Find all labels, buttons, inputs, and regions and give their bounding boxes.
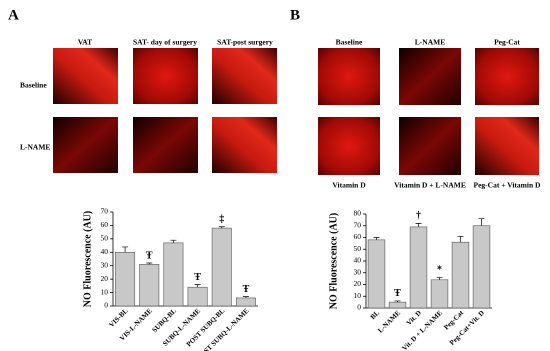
error-bar [478, 218, 485, 226]
error-bar [394, 300, 401, 303]
bar [211, 227, 232, 307]
bar [139, 264, 160, 307]
annotation: † [416, 211, 421, 222]
y-tick-label: 50 [101, 234, 109, 243]
column-label: SAT- day of surgery [133, 38, 197, 47]
y-tick-label: 0 [104, 301, 108, 310]
y-tick-label: 40 [101, 247, 109, 256]
error-bar [242, 296, 249, 298]
bar [187, 286, 208, 307]
error-bar [146, 262, 153, 265]
column-label: Vitamin D [332, 181, 366, 190]
y-tick-label: 30 [101, 260, 109, 269]
x-tick-label: L-NAME [376, 309, 402, 335]
annotation: Ŧ [394, 288, 401, 299]
error-bar [457, 235, 464, 243]
column-label: Peg-Cat + Vitamin D [474, 181, 542, 190]
column-label: L-NAME [415, 38, 445, 47]
bar [388, 301, 407, 309]
annotation: * [437, 265, 442, 276]
panel-label: B [290, 7, 300, 23]
y-tick-label: 30 [354, 267, 362, 276]
y-tick-label: 60 [354, 232, 362, 241]
annotation: ‡ [219, 214, 224, 225]
y-tick-label: 10 [101, 287, 109, 296]
y-tick-label: 50 [354, 244, 362, 253]
error-bar [373, 237, 380, 240]
micrographs-b [318, 48, 539, 175]
annotation: Ŧ [194, 272, 201, 283]
error-bar [194, 284, 201, 288]
error-bar [218, 226, 225, 229]
column-label: SAT-post surgery [217, 38, 273, 47]
annotation: Ŧ [146, 250, 153, 261]
x-tick-label: BL [369, 309, 381, 321]
micrographs-a [53, 48, 277, 173]
y-tick-label: 40 [354, 256, 362, 265]
y-tick-label: 70 [101, 207, 109, 216]
panel-label: A [8, 7, 19, 23]
error-bar [122, 246, 129, 253]
row-label: Baseline [20, 81, 47, 90]
y-tick-label: 20 [354, 279, 362, 288]
x-tick-label: Vit. D [405, 309, 423, 327]
bar [430, 279, 449, 309]
y-tick-label: 60 [101, 220, 109, 229]
y-tick-label: 20 [101, 274, 109, 283]
bar [235, 297, 256, 307]
error-bar [415, 223, 422, 227]
y-axis-label: NO Fluorescence (AU) [82, 211, 93, 307]
error-bar [436, 277, 443, 280]
annotation: Ŧ [243, 284, 250, 295]
y-tick-label: 0 [357, 303, 361, 312]
y-axis-label: NO Fluorescence (AU) [328, 213, 339, 309]
column-label: Peg-Cat [494, 38, 520, 47]
column-label: Vitamin D + L-NAME [394, 181, 466, 190]
x-tick-label: VIS-BL [107, 307, 129, 329]
bar [367, 239, 386, 309]
row-label: L-NAME [20, 143, 50, 152]
y-tick-label: 10 [354, 291, 362, 300]
bar [115, 251, 136, 307]
column-label: Baseline [336, 38, 363, 47]
y-tick-label: 80 [354, 209, 362, 218]
y-tick-label: 70 [354, 220, 362, 229]
column-label: VAT [78, 38, 92, 47]
bar [409, 226, 428, 309]
bar [163, 242, 184, 307]
bar [451, 241, 470, 309]
error-bar [170, 239, 177, 243]
bar [472, 225, 491, 309]
